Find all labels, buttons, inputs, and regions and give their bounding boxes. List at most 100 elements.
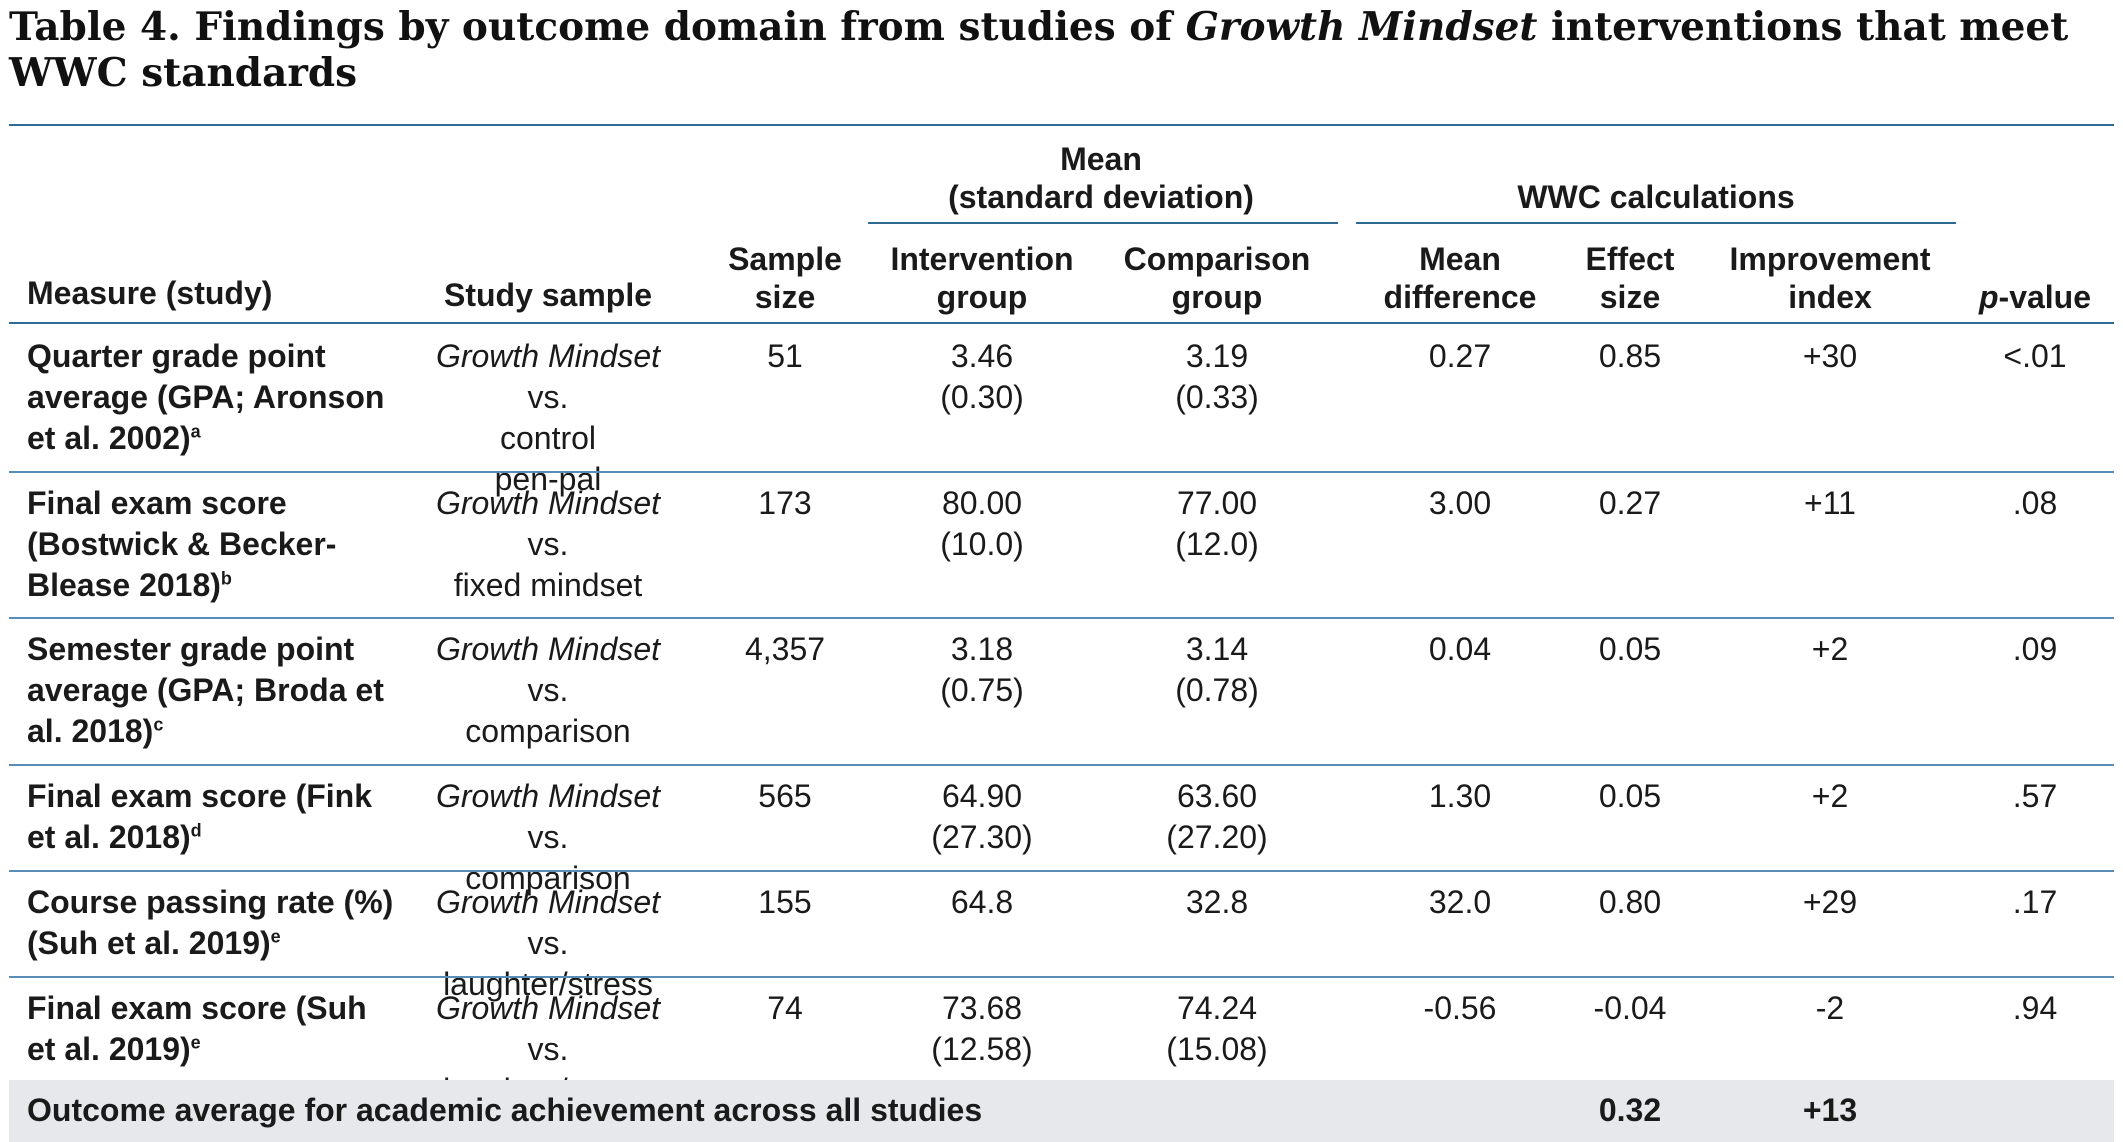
p-value-cell: .09 — [2012, 631, 2058, 667]
header-sample-size: Sample size — [728, 241, 842, 315]
effect-size-cell: 0.05 — [1598, 778, 1662, 814]
header-intervention-group: Intervention group — [890, 241, 1074, 315]
table-top-rule — [9, 124, 2114, 126]
measure-line: et al. 2018)d — [27, 819, 202, 855]
header-effect-size: Effect size — [1585, 241, 1675, 315]
mean-difference-cell: 0.04 — [1428, 631, 1492, 667]
header-comparison-group: Comparison group — [1123, 241, 1311, 315]
improvement-index-cell: +2 — [1811, 778, 1849, 814]
footnote-marker: e — [190, 1032, 201, 1053]
footnote-marker: c — [153, 714, 164, 735]
study-sample-cell: Growth Mindset vs.laughter/stress — [435, 884, 661, 1002]
measure-cell: Final exam score (Fink et al. 2018)d — [27, 776, 417, 858]
measure-cell: Course passing rate (%) (Suh et al. 2019)… — [27, 882, 417, 964]
header-mean-difference: Mean difference — [1383, 241, 1537, 315]
mean-difference-cell: 0.27 — [1428, 338, 1492, 374]
effect-size-cell: 0.27 — [1598, 485, 1662, 521]
sample-size-cell: 565 — [758, 778, 812, 814]
measure-line: (Bostwick & Becker- — [27, 526, 337, 562]
measure-line: (Suh et al. 2019)e — [27, 925, 281, 961]
comparison-cell: 3.19 (0.33) — [1175, 338, 1259, 415]
study-sample-cell: Growth Mindset vs. control pen-pal — [435, 338, 661, 497]
improvement-index-cell: +30 — [1802, 338, 1858, 374]
measure-line: Blease 2018)b — [27, 567, 232, 603]
table-row: Final exam score (Suh et al. 2019)e Growth… — [9, 976, 2114, 1108]
effect-size-cell: 0.85 — [1598, 338, 1662, 374]
table-row: Quarter grade point average (GPA; Aronson… — [9, 324, 2114, 497]
effect-size-cell: -0.04 — [1593, 990, 1667, 1026]
footnote-marker: a — [190, 421, 201, 442]
mean-difference-cell: 32.0 — [1428, 884, 1492, 920]
improvement-index-cell: +11 — [1804, 485, 1856, 521]
intervention-cell: 64.90 (27.30) — [931, 778, 1033, 855]
study-sample-cell: Growth Mindset vs. comparison — [435, 631, 661, 749]
table-row: Final exam score (Bostwick & Becker- Bleas… — [9, 471, 2114, 617]
sample-size-cell: 173 — [758, 485, 812, 521]
measure-line: average (GPA; Broda et — [27, 672, 384, 708]
improvement-index-cell: -2 — [1815, 990, 1845, 1026]
p-value-cell: .57 — [2012, 778, 2058, 814]
header-bottom-rule — [9, 322, 2114, 324]
study-sample-cell: Growth Mindset vs. fixed mindset — [435, 485, 661, 603]
measure-line: et al. 2019)e — [27, 1031, 201, 1067]
table-row: Final exam score (Fink et al. 2018)d Growt… — [9, 764, 2114, 896]
intervention-cell: 3.18 (0.75) — [940, 631, 1024, 708]
header-wwc-group: WWC calculations — [1517, 179, 1795, 215]
mean-difference-cell: 1.30 — [1428, 778, 1492, 814]
table-row: Course passing rate (%) (Suh et al. 2019)… — [9, 870, 2114, 1002]
comparison-cell: 63.60 (27.20) — [1166, 778, 1268, 855]
footer-improvement-index: +13 — [1802, 1092, 1858, 1128]
footer-effect-size: 0.32 — [1598, 1092, 1662, 1128]
measure-line: Quarter grade point — [27, 338, 326, 374]
header-wwc-group-rule — [1356, 222, 1956, 224]
comparison-cell: 32.8 — [1185, 884, 1249, 920]
intervention-cell: 73.68 (12.58) — [931, 990, 1033, 1067]
comparison-cell: 3.14 (0.78) — [1175, 631, 1259, 708]
header-mean-group-rule — [868, 222, 1338, 224]
measure-line: Final exam score (Suh — [27, 990, 367, 1026]
footnote-marker: d — [190, 820, 202, 841]
mean-difference-cell: 3.00 — [1428, 485, 1492, 521]
sample-size-cell: 51 — [767, 338, 803, 374]
measure-line: et al. 2002)a — [27, 420, 201, 456]
measure-cell: Quarter grade point average (GPA; Aronson… — [27, 336, 417, 459]
measure-line: Semester grade point — [27, 631, 355, 667]
improvement-index-cell: +2 — [1811, 631, 1849, 667]
footnote-marker: b — [220, 568, 232, 589]
table-row: Semester grade point average (GPA; Broda … — [9, 617, 2114, 764]
p-value-cell: .17 — [2012, 884, 2058, 920]
p-value-cell: <.01 — [2003, 338, 2067, 374]
sample-size-cell: 74 — [767, 990, 803, 1026]
table-title: Table 4. Findings by outcome domain from… — [9, 4, 2069, 96]
measure-line: average (GPA; Aronson — [27, 379, 385, 415]
row-divider — [9, 617, 2114, 619]
row-divider — [9, 976, 2114, 978]
header-mean-group: Mean (standard deviation) — [948, 141, 1254, 215]
header-improvement-index: Improvement index — [1729, 241, 1931, 315]
sample-size-cell: 4,357 — [744, 631, 826, 667]
measure-cell: Final exam score (Suh et al. 2019)e — [27, 988, 417, 1070]
footer-label: Outcome average for academic achievement… — [27, 1092, 983, 1128]
row-divider — [9, 764, 2114, 766]
intervention-cell: 3.46 (0.30) — [940, 338, 1024, 415]
intervention-cell: 80.00 (10.0) — [940, 485, 1024, 562]
row-divider — [9, 870, 2114, 872]
header-study-sample: Study sample — [443, 277, 653, 313]
measure-line: al. 2018)c — [27, 713, 164, 749]
header-p-value: p-value — [1978, 279, 2092, 315]
measure-cell: Semester grade point average (GPA; Broda … — [27, 629, 417, 752]
effect-size-cell: 0.80 — [1598, 884, 1662, 920]
study-sample-cell: Growth Mindset vs. comparison — [435, 778, 661, 896]
mean-difference-cell: -0.56 — [1423, 990, 1497, 1026]
header-measure: Measure (study) — [27, 275, 273, 311]
measure-line: Final exam score (Fink — [27, 778, 373, 814]
row-divider — [9, 471, 2114, 473]
intervention-cell: 64.8 — [950, 884, 1014, 920]
effect-size-cell: 0.05 — [1598, 631, 1662, 667]
improvement-index-cell: +29 — [1802, 884, 1858, 920]
table-footer-row: Outcome average for academic achievement… — [9, 1080, 2114, 1142]
sample-size-cell: 155 — [758, 884, 812, 920]
comparison-cell: 74.24 (15.08) — [1166, 990, 1268, 1067]
measure-cell: Final exam score (Bostwick & Becker- Bleas… — [27, 483, 417, 606]
footnote-marker: e — [270, 926, 281, 947]
